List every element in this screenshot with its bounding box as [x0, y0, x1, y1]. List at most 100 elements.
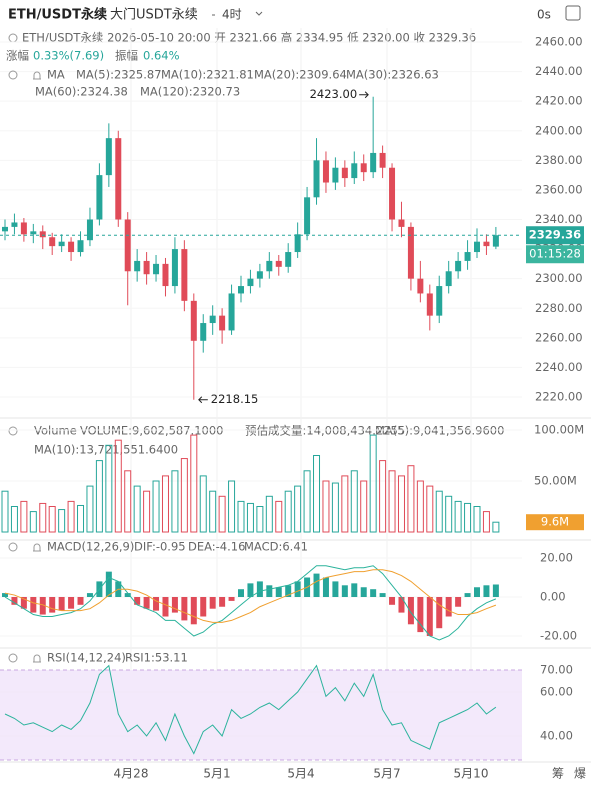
countdown: 01:15:28 — [529, 247, 581, 261]
volume-bar — [152, 480, 160, 533]
volume-bar — [39, 502, 47, 533]
burst-button[interactable]: 爆 — [574, 767, 586, 781]
volume-bar — [48, 506, 56, 533]
macd-bar — [181, 597, 188, 621]
macd-bar — [492, 584, 499, 597]
y-tick-label: 2340.00 — [535, 212, 583, 226]
interval[interactable]: 4时 — [222, 8, 242, 22]
symbol[interactable]: ETH/USDT永续 — [8, 7, 107, 23]
macd-legend: MACD:6.41 — [244, 540, 308, 554]
volume-bar — [133, 485, 141, 533]
countdown-box — [526, 245, 584, 264]
volume-bar — [228, 480, 236, 533]
macd-bar — [417, 597, 424, 633]
rsi-tick-label: 60.00 — [540, 685, 573, 699]
volume-bar — [435, 490, 443, 533]
legend-title: MA — [47, 68, 65, 82]
rsi-line — [4, 664, 497, 755]
volume-bar — [313, 455, 321, 533]
macd-bar — [77, 597, 84, 605]
candle-body — [322, 160, 329, 183]
candle-body — [181, 249, 188, 301]
volume-bar — [331, 482, 339, 533]
alt-symbol[interactable]: 大门USDT永续 — [110, 8, 198, 23]
volume-bar — [397, 475, 405, 533]
macd-bar — [190, 597, 197, 625]
volume-bar — [407, 465, 415, 533]
macd-tick-label: 0.00 — [540, 590, 566, 604]
macd-bar — [171, 597, 178, 613]
y-tick-label: 2380.00 — [535, 153, 583, 167]
macd-bar — [2, 593, 8, 597]
candle-body — [247, 278, 254, 287]
bell-icon — [33, 71, 41, 80]
volume-tick-label: 100.00M — [534, 423, 584, 437]
ma-legend: MA(120):2320.73 — [140, 85, 240, 99]
volume-bar — [454, 500, 462, 533]
macd-bar — [275, 587, 282, 597]
volume-bar — [265, 495, 273, 533]
macd-bar — [68, 597, 75, 609]
y-tick-label: 2420.00 — [535, 94, 583, 108]
volume-bar — [388, 470, 396, 533]
eye-icon — [8, 653, 18, 663]
layout-icon[interactable] — [565, 5, 581, 21]
volume-label: 9.6M — [541, 515, 569, 529]
candle-body — [313, 160, 320, 198]
last-price-label: 2329.36 — [529, 228, 581, 242]
candle-body — [153, 263, 160, 275]
y-tick-label: 2240.00 — [535, 360, 583, 374]
volume-bar — [426, 485, 434, 533]
candle-body — [285, 252, 292, 267]
candle-body — [436, 286, 443, 316]
macd-bar — [162, 597, 169, 617]
info-line: ETH/USDT永续 2026-05-10 20:00 开 2321.66 高 … — [22, 31, 476, 45]
candle-body — [464, 252, 471, 261]
volume-bar — [237, 500, 245, 533]
macd-bar — [464, 593, 471, 597]
eye-icon — [8, 542, 18, 552]
volume-bar — [294, 485, 302, 533]
volume-bar — [180, 458, 188, 533]
chips-button[interactable]: 筹 — [552, 767, 564, 781]
macd-bar — [351, 583, 358, 597]
ma-legend: MA(20):2309.64 — [254, 68, 347, 82]
volume-bar — [190, 434, 198, 533]
x-tick-label: 5月4 — [287, 767, 314, 781]
candle-body — [341, 167, 348, 179]
candle-body — [228, 293, 235, 331]
y-tick-label: 2220.00 — [535, 390, 583, 404]
volume-bar — [1, 490, 9, 533]
volume-bar — [218, 495, 226, 533]
candle-body — [20, 222, 27, 235]
candle-body — [275, 260, 282, 267]
timer: 0s — [537, 8, 551, 22]
volume-bar — [143, 490, 151, 533]
volume-bar — [473, 506, 481, 533]
ma-legend: MA(5):2325.87 — [76, 68, 162, 82]
candle-body — [351, 163, 358, 179]
y-tick-label: 2300.00 — [535, 271, 583, 285]
macd-bar — [332, 581, 339, 597]
candle-body — [49, 237, 56, 247]
macd-bar — [228, 597, 235, 601]
macd-bar — [370, 589, 377, 597]
macd-bar — [105, 571, 112, 597]
y-tick-label: 2260.00 — [535, 330, 583, 344]
volume-label-box — [526, 514, 584, 531]
candle-body — [294, 234, 301, 253]
macd-tick-label: -20.00 — [540, 629, 577, 643]
volume-bar — [105, 444, 113, 533]
macd-legend: DIF:-0.95 — [134, 540, 186, 554]
volume-bar — [284, 490, 292, 533]
rsi-legend: RSI1:53.11 — [125, 651, 188, 665]
candle-body — [389, 167, 396, 220]
candle-body — [492, 235, 499, 247]
candle-body — [86, 219, 93, 241]
volume-bar — [350, 470, 358, 533]
volume-bar — [124, 470, 132, 533]
candle-body — [190, 300, 197, 341]
candle-body — [115, 138, 122, 220]
